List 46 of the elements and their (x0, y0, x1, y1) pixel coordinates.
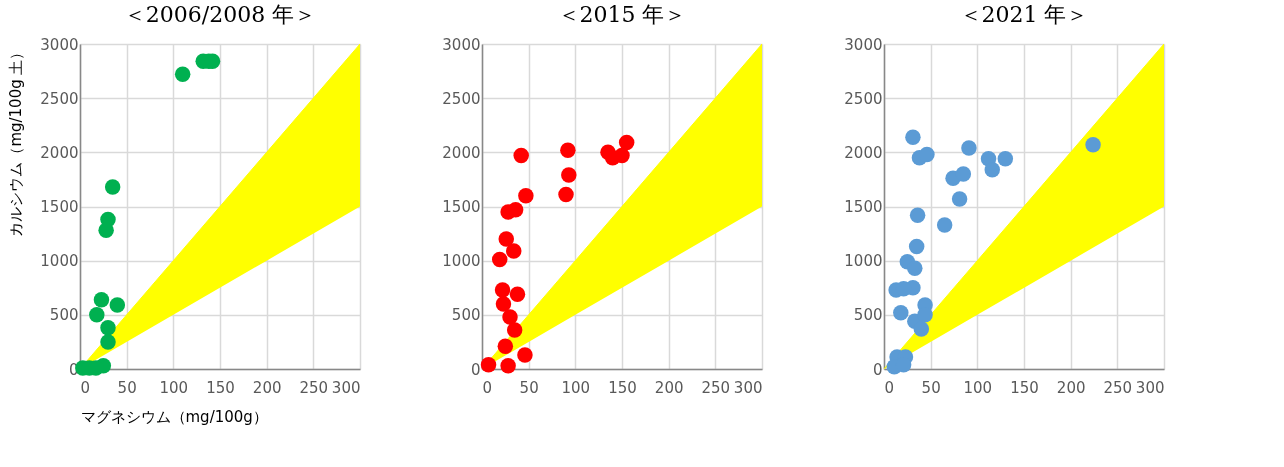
y-tick-label: 0 (872, 360, 883, 379)
x-tick-label: 50 (117, 378, 137, 397)
x-tick-label: 100 (561, 378, 591, 397)
y-tick-label: 1000 (442, 252, 481, 271)
x-tick-label: 200 (1056, 378, 1086, 397)
y-tick-label: 2500 (40, 89, 79, 108)
chart-title: ＜2021 年＞ (959, 2, 1089, 27)
x-tick-label: 0 (482, 378, 493, 397)
y-tick-label: 3000 (844, 35, 883, 54)
x-tick-label: 300 (331, 378, 361, 397)
x-tick-label: 200 (252, 378, 282, 397)
y-tick-label: 2000 (442, 143, 481, 162)
x-tick-label: 200 (654, 378, 684, 397)
y-tick-label: 2000 (40, 143, 79, 162)
x-tick-label: 100 (963, 378, 993, 397)
y-tick-label: 0 (470, 360, 481, 379)
x-tick-label: 250 (299, 378, 329, 397)
x-tick-label: 150 (1010, 378, 1039, 397)
x-tick-label: 250 (1103, 378, 1133, 397)
chart-title: ＜2006/2008 年＞ (123, 2, 317, 27)
y-tick-label: 1000 (40, 252, 79, 271)
y-tick-label: 1000 (844, 252, 883, 271)
x-tick-label: 300 (1135, 378, 1165, 397)
x-tick-label: 250 (701, 378, 731, 397)
x-tick-label: 100 (159, 378, 189, 397)
x-tick-label: 50 (519, 378, 539, 397)
x-tick-label: 300 (733, 378, 763, 397)
y-tick-label: 500 (853, 306, 883, 325)
y-axis-title: カルシウム（mg/100g 土） (7, 44, 26, 237)
x-tick-label: 0 (884, 378, 895, 397)
y-tick-label: 500 (49, 306, 79, 325)
x-tick-label: 50 (921, 378, 941, 397)
y-tick-label: 1500 (844, 198, 883, 216)
x-tick-label: 0 (80, 378, 91, 397)
y-tick-label: 2000 (844, 143, 883, 162)
y-tick-label: 2500 (442, 89, 481, 108)
x-tick-label: 150 (206, 378, 235, 397)
y-tick-label: 1500 (442, 198, 481, 216)
y-tick-label: 1500 (40, 198, 79, 216)
y-tick-label: 2500 (844, 89, 883, 108)
x-axis-title: マグネシウム（mg/100g） (80, 407, 268, 426)
y-tick-label: 500 (451, 306, 481, 325)
y-tick-label: 3000 (40, 35, 79, 54)
x-tick-label: 150 (608, 378, 637, 397)
y-tick-label: 3000 (442, 35, 481, 54)
chart-title: ＜2015 年＞ (557, 2, 687, 27)
